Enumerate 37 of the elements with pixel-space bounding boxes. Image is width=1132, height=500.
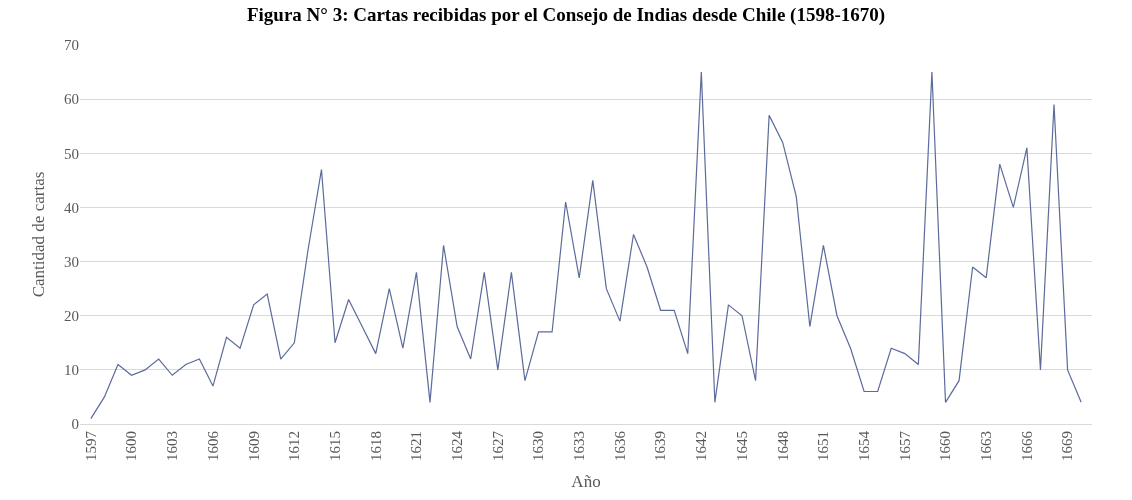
y-tick-label: 50 <box>64 145 79 162</box>
y-tick-label: 10 <box>64 362 79 379</box>
x-tick-label: 1657 <box>896 430 913 461</box>
x-axis-title: Año <box>571 472 601 492</box>
x-tick-label: 1663 <box>978 431 995 461</box>
x-tick-label: 1639 <box>652 431 669 461</box>
x-tick-label: 1633 <box>571 431 588 461</box>
x-tick-label: 1597 <box>82 430 99 461</box>
y-tick-label: 0 <box>71 416 79 433</box>
x-tick-label: 1645 <box>733 431 750 461</box>
y-tick-label: 30 <box>64 253 79 270</box>
y-tick-label: 60 <box>64 91 79 108</box>
x-tick-label: 1660 <box>937 431 954 461</box>
y-tick-label: 70 <box>64 37 79 54</box>
x-tick-label: 1609 <box>245 431 262 461</box>
x-tick-label: 1624 <box>449 430 466 461</box>
x-tick-label: 1621 <box>408 431 425 461</box>
x-tick-label: 1627 <box>489 430 506 461</box>
x-tick-label: 1642 <box>693 431 710 461</box>
x-tick-label: 1606 <box>204 430 221 461</box>
x-tick-label: 1603 <box>164 431 181 461</box>
x-tick-label: 1612 <box>286 431 303 461</box>
x-tick-label: 1654 <box>855 430 872 461</box>
x-tick-label: 1600 <box>123 431 140 461</box>
x-tick-label: 1648 <box>774 431 791 461</box>
x-tick-label: 1618 <box>367 431 384 461</box>
line-series <box>90 71 1082 420</box>
x-tick-label: 1669 <box>1059 431 1076 461</box>
x-tick-label: 1636 <box>611 430 628 461</box>
x-tick-label: 1651 <box>815 431 832 461</box>
x-tick-label: 1615 <box>326 431 343 461</box>
x-tick-label: 1666 <box>1018 430 1035 461</box>
y-tick-label: 40 <box>64 199 79 216</box>
x-tick-label: 1630 <box>530 431 547 461</box>
y-tick-label: 20 <box>64 307 79 324</box>
chart-title: Figura N° 3: Cartas recibidas por el Consejo de Indias desde Chile (1598-1670) <box>246 3 886 26</box>
y-axis-title: Cantidad de cartas <box>28 171 48 298</box>
